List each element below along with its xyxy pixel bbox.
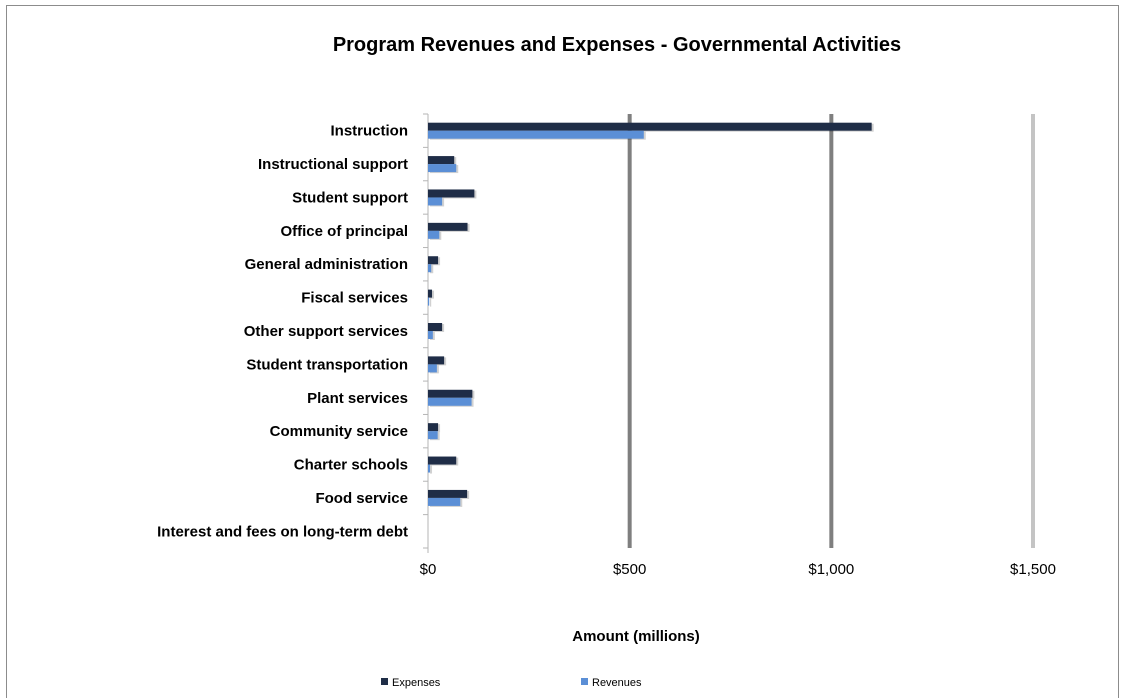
revenues-bar (428, 497, 461, 506)
grid-lines (423, 113, 1035, 553)
expenses-bar (428, 456, 457, 465)
category-label: General administration (245, 256, 408, 273)
x-tick-label: $1,000 (808, 561, 854, 578)
expenses-bar (428, 423, 439, 432)
category-label: Interest and fees on long-term debt (157, 523, 408, 540)
expenses-bar (428, 356, 445, 365)
revenues-bar (428, 364, 437, 373)
revenues-bar (428, 230, 440, 239)
category-label: Fiscal services (301, 290, 408, 307)
category-label: Charter schools (294, 457, 408, 474)
x-axis-title: Amount (millions) (572, 628, 700, 645)
legend-swatch-revenues (581, 678, 588, 685)
category-label: Student transportation (246, 356, 408, 373)
expenses-bar (428, 389, 473, 398)
expenses-bar (428, 156, 455, 165)
revenues-bar (428, 397, 472, 406)
legend-swatch-expenses (381, 678, 388, 685)
expenses-bar (428, 222, 468, 231)
legend-label-expenses: Expenses (392, 677, 441, 689)
chart-frame (6, 5, 1119, 698)
expenses-bar (428, 256, 439, 265)
x-tick-label: $1,500 (1010, 561, 1056, 578)
x-tick-label: $0 (420, 561, 437, 578)
legend-label-revenues: Revenues (592, 677, 642, 689)
revenues-bar (428, 130, 644, 139)
x-tick-label: $500 (613, 561, 646, 578)
category-label: Other support services (244, 323, 408, 340)
expenses-bar (428, 489, 468, 498)
category-label: Instructional support (258, 156, 408, 173)
category-label: Student support (292, 189, 408, 206)
revenues-bar (428, 431, 438, 440)
revenues-bar (428, 197, 443, 206)
revenues-bar (428, 297, 430, 306)
revenues-bar (428, 331, 433, 339)
legend: Expenses Revenues (381, 677, 642, 689)
expenses-bar (428, 189, 475, 198)
bars (428, 122, 874, 507)
expenses-bar (428, 289, 433, 298)
revenues-bar (428, 464, 431, 473)
chart-title: Program Revenues and Expenses - Governme… (333, 34, 901, 56)
expenses-bar (428, 122, 872, 131)
category-label: Community service (270, 423, 408, 440)
x-axis-tick-labels: $0 $500 $1,000 $1,500 (420, 561, 1056, 578)
category-label: Office of principal (280, 223, 408, 240)
category-label: Plant services (307, 390, 408, 407)
category-label: Instruction (331, 123, 409, 140)
expenses-bar (428, 323, 443, 331)
category-label: Food service (315, 490, 408, 507)
revenues-bar (428, 164, 457, 173)
category-labels: Instruction Instructional support Student … (157, 123, 408, 541)
revenues-bar (428, 264, 432, 273)
